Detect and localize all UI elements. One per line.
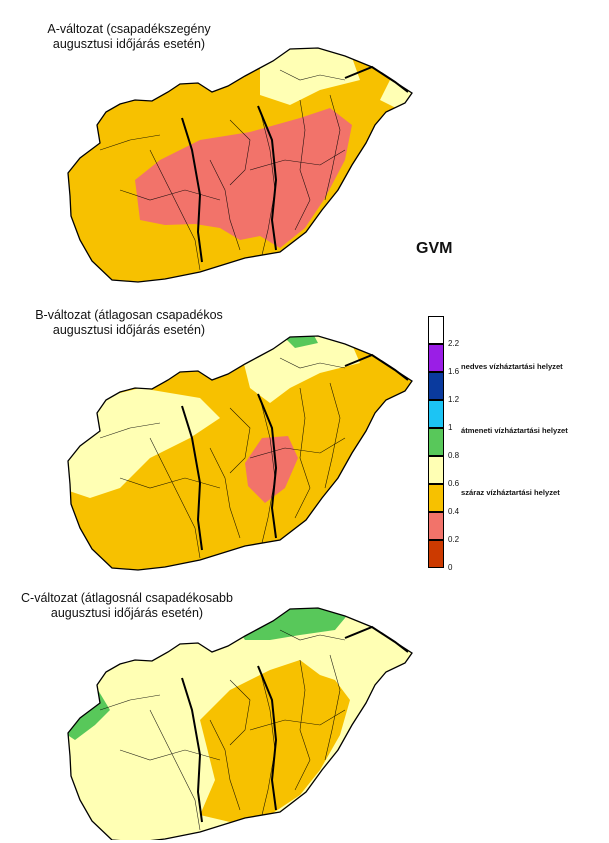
legend-tick: 2.2 bbox=[448, 339, 460, 348]
yellow-zone-northeast bbox=[260, 48, 360, 105]
country-outline bbox=[67, 335, 413, 571]
legend-swatch-lightyellow bbox=[428, 456, 444, 484]
green-zone-north bbox=[280, 336, 318, 348]
legend-tick: 1.6 bbox=[448, 367, 460, 376]
legend-tick: 0.6 bbox=[448, 479, 460, 488]
river-network bbox=[99, 357, 346, 559]
red-zone bbox=[135, 108, 352, 248]
legend-swatch-white bbox=[428, 316, 444, 344]
map-c bbox=[67, 607, 413, 840]
legend-swatch-red bbox=[428, 512, 444, 540]
map-c-title-line1: C-változat (átlagosnál csapadékosabb bbox=[21, 591, 233, 605]
country-outline bbox=[67, 607, 413, 840]
legend-zone-wet: nedves vízháztartási helyzet bbox=[461, 362, 563, 371]
legend: 2.2 1.6 1.2 1 0.8 0.6 0.4 0.2 0 nedves v… bbox=[420, 316, 609, 576]
map-b bbox=[67, 335, 413, 571]
yellow-zone-west bbox=[68, 388, 220, 498]
legend-tick: 0 bbox=[448, 563, 453, 572]
map-a bbox=[67, 47, 413, 283]
red-zone bbox=[245, 436, 298, 503]
map-a-title-line2: augusztusi időjárás esetén) bbox=[52, 37, 206, 51]
legend-swatch-cyan bbox=[428, 400, 444, 428]
legend-swatch-orange bbox=[428, 484, 444, 512]
legend-tick: 0.4 bbox=[448, 507, 460, 516]
legend-swatch-darkred bbox=[428, 540, 444, 568]
map-b-title-line2: augusztusi időjárás esetén) bbox=[52, 323, 206, 337]
legend-swatch-green bbox=[428, 428, 444, 456]
country-outline bbox=[67, 47, 413, 283]
map-a-title-line1: A-változat (csapadékszegény bbox=[47, 22, 211, 36]
legend-tick: 1 bbox=[448, 423, 453, 432]
legend-tick: 0.2 bbox=[448, 535, 460, 544]
map-c-title-line2: augusztusi időjárás esetén) bbox=[50, 606, 204, 620]
green-zone-north bbox=[235, 608, 350, 640]
map-a-title: A-változat (csapadékszegény augusztusi i… bbox=[14, 22, 244, 52]
legend-title: GVM bbox=[416, 240, 453, 257]
map-b-title-line1: B-változat (átlagosan csapadékos bbox=[35, 308, 223, 322]
legend-zone-dry: száraz vízháztartási helyzet bbox=[461, 488, 560, 497]
map-b-title: B-változat (átlagosan csapadékos auguszt… bbox=[14, 308, 244, 338]
legend-swatch-navy bbox=[428, 372, 444, 400]
legend-swatch-purple bbox=[428, 344, 444, 372]
map-c-title: C-változat (átlagosnál csapadékosabb aug… bbox=[12, 591, 242, 621]
legend-tick: 1.2 bbox=[448, 395, 460, 404]
legend-zone-transition: átmeneti vízháztartási helyzet bbox=[461, 426, 568, 435]
legend-tick: 0.8 bbox=[448, 451, 460, 460]
